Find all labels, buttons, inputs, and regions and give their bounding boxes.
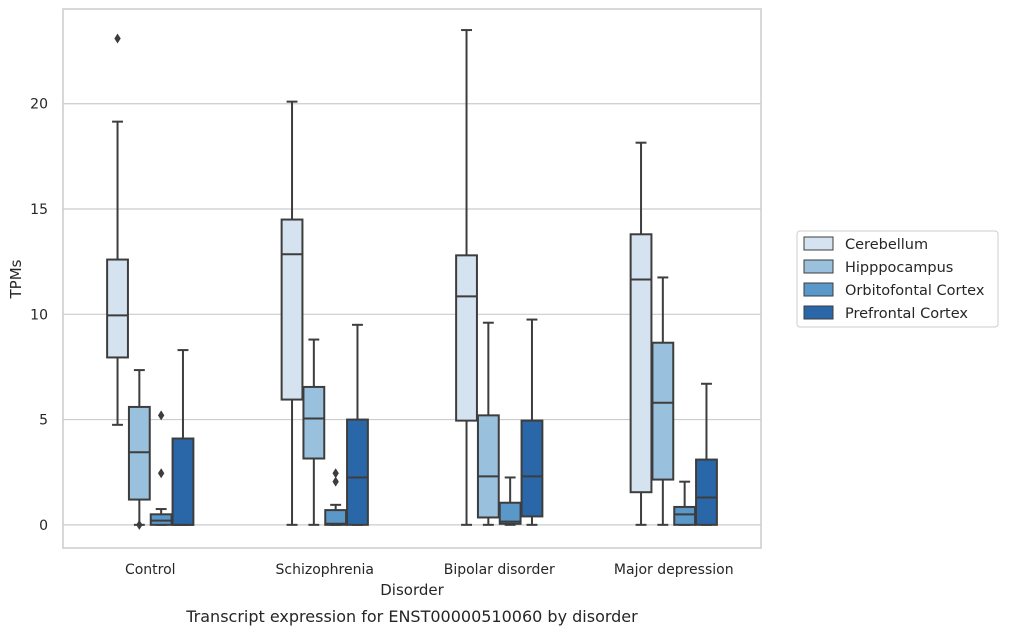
box-iqr bbox=[106, 258, 129, 359]
box-orbitofontal-cortex bbox=[673, 480, 697, 526]
plot-frame bbox=[62, 8, 762, 549]
box-prefrontal-cortex bbox=[520, 318, 544, 526]
legend-label: Cerebellum bbox=[845, 237, 928, 253]
legend-swatch bbox=[803, 305, 834, 320]
box-prefrontal-cortex bbox=[346, 323, 369, 526]
outlier-point bbox=[332, 468, 339, 479]
box-iqr bbox=[280, 218, 304, 401]
box-iqr bbox=[149, 513, 173, 526]
box-prefrontal-cortex bbox=[695, 382, 718, 526]
legend-label: Hipppocampus bbox=[845, 260, 953, 276]
y-tick-labels: 0 5 10 15 20 bbox=[30, 97, 48, 534]
outlier-point bbox=[332, 476, 339, 487]
box-orbitofontal-cortex bbox=[324, 468, 348, 526]
x-tick-label: Schizophrenia bbox=[276, 562, 374, 578]
legend: Cerebellum Hipppocampus Orbitofontal Corte… bbox=[796, 230, 999, 328]
legend-label: Prefrontal Cortex bbox=[845, 306, 968, 322]
box-orbitofontal-cortex bbox=[498, 476, 522, 526]
y-tick-label: 0 bbox=[39, 518, 48, 534]
y-tick-label: 15 bbox=[30, 202, 48, 218]
box-iqr bbox=[673, 505, 697, 526]
box-iqr bbox=[498, 501, 522, 525]
legend-swatch bbox=[803, 282, 834, 297]
box-iqr bbox=[127, 405, 151, 501]
box-iqr bbox=[324, 509, 348, 526]
x-tick-label: Bipolar disorder bbox=[444, 562, 555, 578]
legend-frame bbox=[796, 230, 999, 328]
x-tick-label: Major depression bbox=[614, 562, 734, 578]
box-iqr bbox=[171, 437, 195, 526]
y-axis-label: TPMs bbox=[7, 259, 25, 299]
box-hipppocampus bbox=[476, 321, 500, 526]
outlier-point bbox=[157, 468, 165, 479]
box-iqr bbox=[629, 233, 653, 494]
outlier-point bbox=[157, 410, 165, 421]
y-tick-label: 20 bbox=[30, 97, 48, 113]
legend-swatch bbox=[803, 236, 834, 251]
x-tick-labels: Control Schizophrenia Bipolar disorder Majo… bbox=[125, 562, 734, 578]
box-cerebellum bbox=[106, 33, 129, 426]
chart-caption: Transcript expression for ENST0000051006… bbox=[185, 607, 638, 626]
y-tick-label: 10 bbox=[30, 307, 48, 323]
box-cerebellum bbox=[455, 29, 478, 526]
x-axis-label: Disorder bbox=[380, 581, 444, 599]
box-hipppocampus bbox=[127, 369, 151, 530]
box-iqr bbox=[651, 341, 675, 481]
box-iqr bbox=[346, 418, 369, 526]
box-hipppocampus bbox=[651, 276, 675, 526]
x-tick-label: Control bbox=[125, 562, 176, 578]
box-iqr bbox=[302, 385, 326, 460]
box-hipppocampus bbox=[302, 338, 326, 526]
box-cerebellum bbox=[280, 100, 304, 526]
box-prefrontal-cortex bbox=[171, 349, 195, 526]
box-iqr bbox=[476, 414, 500, 519]
legend-swatch bbox=[803, 259, 834, 274]
box-iqr bbox=[520, 419, 544, 518]
box-iqr bbox=[455, 254, 478, 422]
box-series-group bbox=[106, 29, 718, 530]
outlier-point bbox=[114, 33, 121, 44]
outlier-point bbox=[136, 519, 143, 530]
legend-label: Orbitofontal Cortex bbox=[845, 283, 985, 299]
box-iqr bbox=[695, 458, 718, 526]
y-tick-label: 5 bbox=[39, 413, 48, 429]
